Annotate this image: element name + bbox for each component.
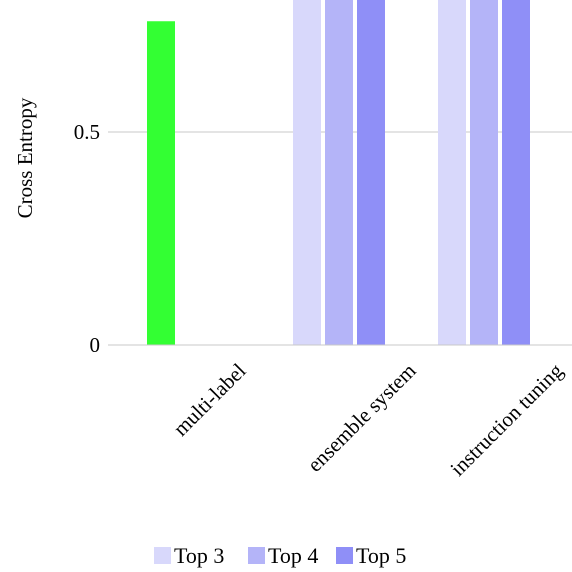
legend-swatch: [336, 547, 353, 564]
legend-label: Top 4: [268, 543, 318, 568]
y-tick-label: 0: [90, 333, 101, 357]
bar-top-5: [357, 0, 385, 345]
bar-top-4: [325, 0, 353, 345]
y-axis-title: Cross Entropy: [13, 97, 37, 218]
y-tick-label: 0.5: [74, 120, 100, 144]
category-label: instruction tuning: [445, 358, 568, 481]
bar-top-5: [502, 0, 530, 345]
legend-swatch: [154, 547, 171, 564]
legend-label: Top 5: [356, 543, 406, 568]
bar-top-3: [293, 0, 321, 345]
y-tick-labels: 00.511.5: [74, 120, 101, 357]
legend-label: Top 3: [174, 543, 224, 568]
legend: Top 3 Top 4 Top 5: [154, 543, 406, 568]
category-label: multi-label: [168, 358, 250, 440]
bars: [147, 0, 530, 346]
category-labels: multi-label ensemble system instruction tu…: [168, 358, 567, 481]
category-label: ensemble system: [303, 359, 421, 477]
bar-top-4: [470, 0, 498, 345]
bar-multi-label: [147, 21, 175, 346]
legend-swatch: [248, 547, 265, 564]
bar-top-3: [438, 0, 466, 345]
